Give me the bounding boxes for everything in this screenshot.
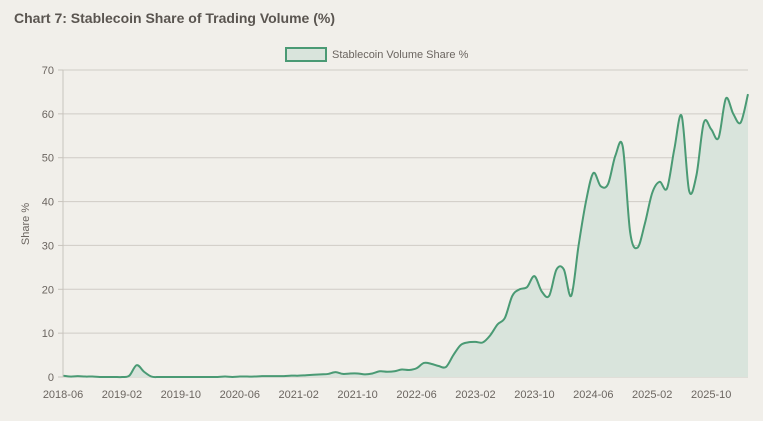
y-tick-label: 20 (42, 284, 54, 296)
x-tick-label: 2023-02 (455, 389, 495, 401)
y-tick-label: 50 (42, 153, 54, 165)
x-tick-label: 2022-06 (396, 389, 436, 401)
y-tick-label: 60 (42, 109, 54, 121)
legend-label: Stablecoin Volume Share % (332, 49, 469, 61)
x-tick-label: 2019-02 (102, 389, 142, 401)
y-tick-label: 70 (42, 65, 54, 77)
x-tick-label: 2024-06 (573, 389, 613, 401)
x-tick-label: 2020-06 (220, 389, 260, 401)
x-tick-label: 2021-02 (279, 389, 319, 401)
x-tick-label: 2021-10 (337, 389, 377, 401)
chart-title: Chart 7: Stablecoin Share of Trading Vol… (14, 10, 336, 26)
y-tick-label: 30 (42, 240, 54, 252)
x-tick-label: 2019-10 (161, 389, 201, 401)
y-tick-label: 40 (42, 197, 54, 209)
x-tick-label: 2018-06 (43, 389, 83, 401)
y-ticks: 0 10 20 30 40 50 60 70 (42, 65, 63, 384)
y-tick-label: 0 (48, 372, 54, 384)
x-tick-label: 2023-10 (514, 389, 554, 401)
series-line (62, 93, 749, 379)
x-tick-label: 2025-10 (691, 389, 731, 401)
series-area-fill (63, 94, 748, 378)
y-axis-label: Share % (20, 203, 32, 245)
x-ticks: 2018-06 2019-02 2019-10 2020-06 2021-02 2021-… (43, 389, 732, 401)
y-tick-label: 10 (42, 328, 54, 340)
legend[interactable]: Stablecoin Volume Share % (285, 47, 469, 62)
legend-swatch (285, 47, 327, 62)
x-tick-label: 2025-02 (632, 389, 672, 401)
